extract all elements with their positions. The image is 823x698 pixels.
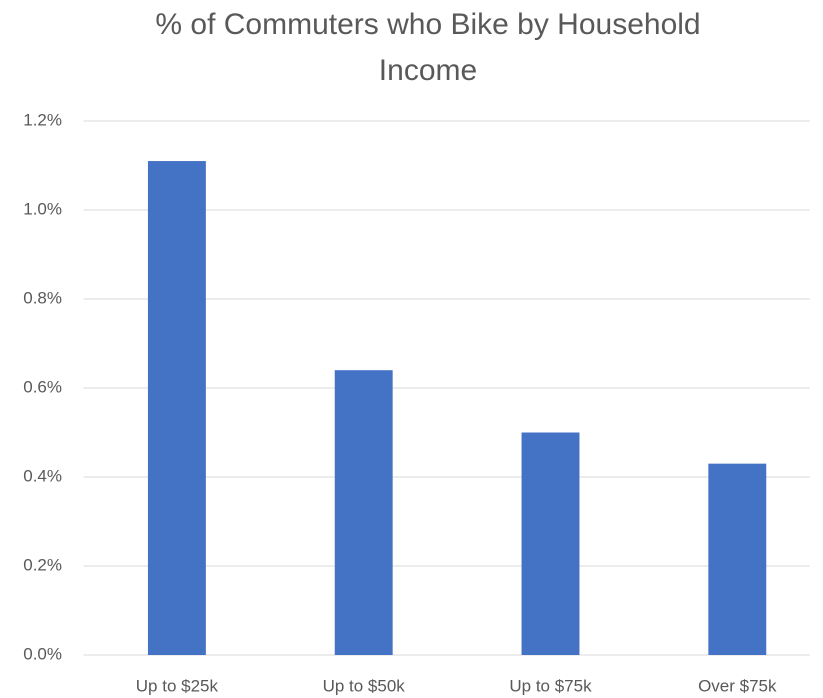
bar (147, 161, 206, 656)
y-tick-label: 1.2% (23, 110, 62, 129)
bar (708, 463, 767, 655)
y-tick-label: 0.8% (23, 288, 62, 307)
x-tick-label: Over $75k (698, 676, 777, 695)
y-tick-label: 0.6% (23, 377, 62, 396)
bar (334, 370, 393, 655)
bar (521, 432, 580, 655)
x-tick-label: Up to $25k (136, 676, 219, 695)
y-tick-label: 1.0% (23, 199, 62, 218)
y-tick-label: 0.0% (23, 644, 62, 663)
x-tick-label: Up to $75k (509, 676, 592, 695)
title-box: % of Commuters who Bike by Household Inc… (0, 2, 823, 94)
x-tick-label: Up to $50k (323, 676, 406, 695)
y-tick-label: 0.2% (23, 555, 62, 574)
y-tick-label: 0.4% (23, 466, 62, 485)
chart-title: % of Commuters who Bike by Household Inc… (155, 8, 701, 87)
